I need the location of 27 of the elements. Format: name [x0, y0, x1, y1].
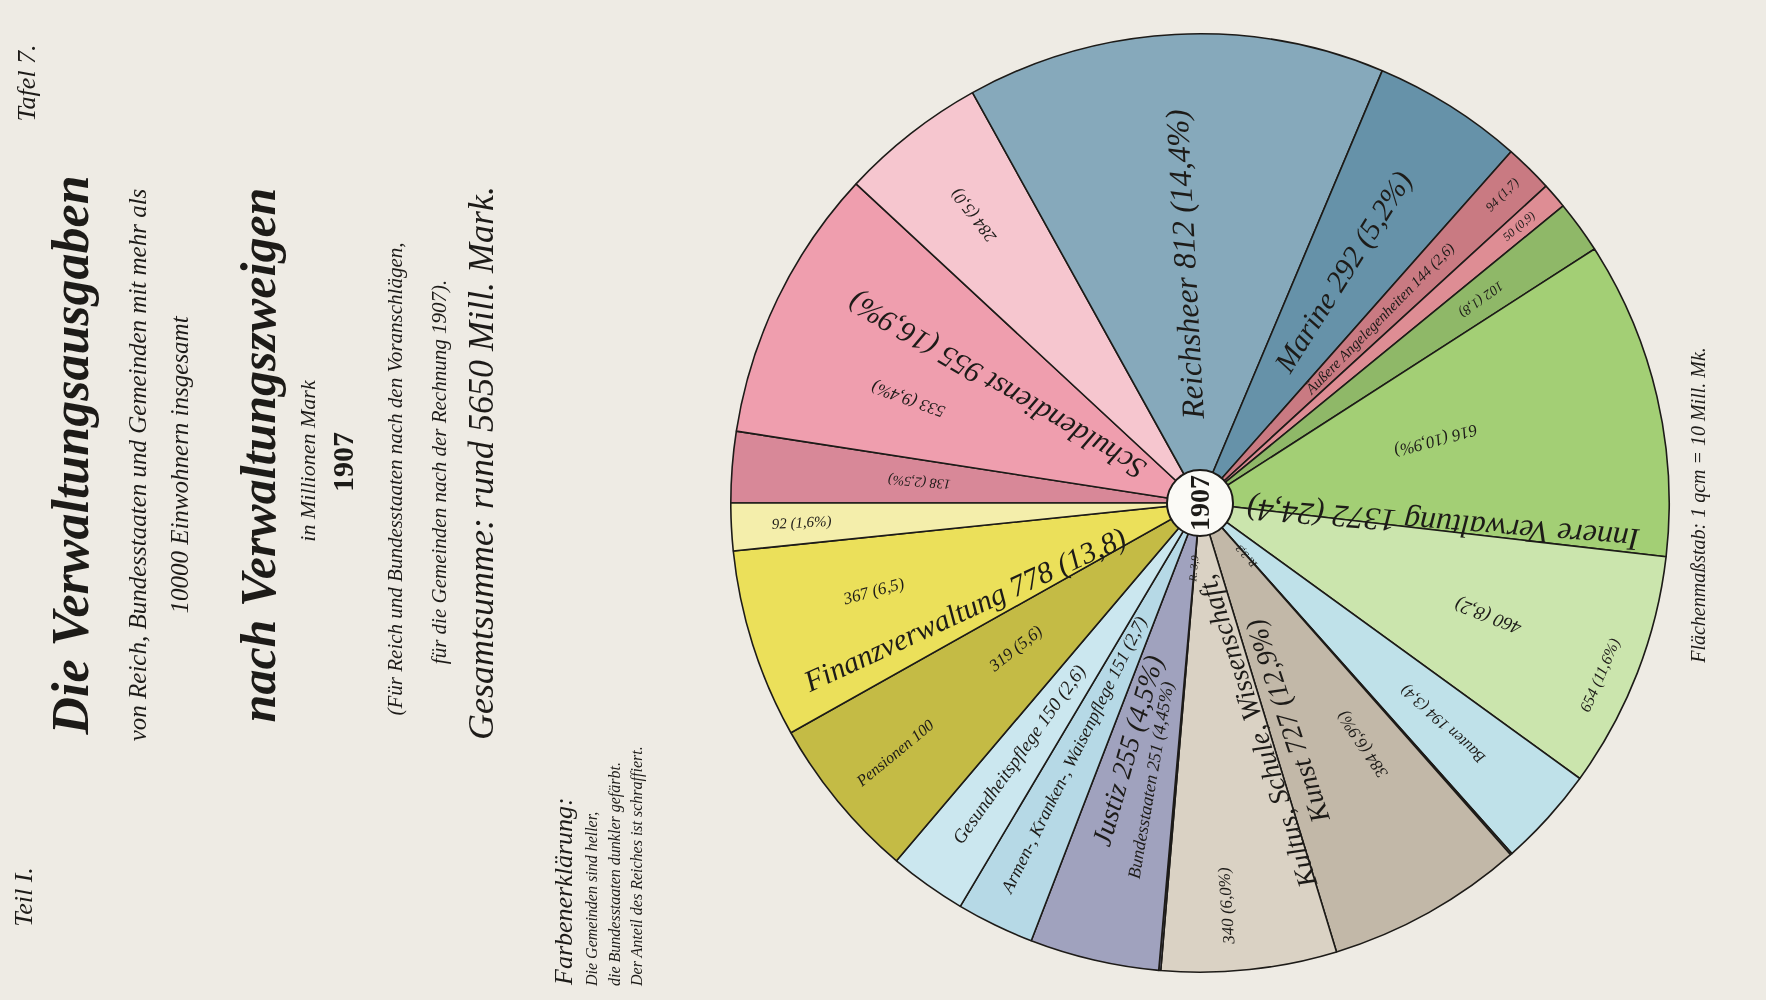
- text: Die Gemeinden sind heller,: [583, 811, 601, 987]
- text: Der Anteil des Reiches ist schraffiert.: [628, 746, 647, 987]
- text: die Bundesstaaten dunkler gefärbt.: [606, 762, 625, 986]
- text: in Millionen Mark: [294, 379, 320, 542]
- text: (Für Reich und Bundesstaaten nach den Voranschlägen,: [382, 242, 407, 716]
- text: Tafel 7.: [11, 44, 41, 122]
- data-label: 533 (9,4%): [868, 377, 948, 422]
- data-label: 340 (6,0%): [1214, 866, 1239, 946]
- text: für die Gemeinden nach der Rechnung 1907).: [426, 279, 451, 665]
- data-label: 102 (1,8): [1455, 277, 1507, 321]
- data-label: 812 (14,4%): [1158, 108, 1203, 271]
- text: Teil I.: [8, 867, 38, 927]
- data-label: 138 (2,5%): [887, 471, 952, 493]
- text: Die Verwaltungsausgaben: [42, 175, 100, 736]
- text: 1907: [325, 432, 359, 492]
- text: 1907: [1184, 475, 1215, 531]
- data-label: 284 (5,0): [946, 184, 1001, 246]
- data-label: 460 (8,2): [1451, 593, 1525, 640]
- text: von Reich, Bundesstaaten und Gemeinden mit mehr als 10000 Einwohnern insgesamt: [123, 188, 193, 742]
- data-label: 616 (10,9%): [1392, 420, 1480, 461]
- text: nach Verwaltungszweigen: [229, 187, 286, 723]
- text: Flächenmaßstab: 1 qcm = 10 Mill. Mk.: [1687, 347, 1711, 664]
- data-label: 50 (0,9): [1499, 208, 1538, 244]
- slice-label: Reichsheer: [1167, 275, 1211, 421]
- data-label: 92 (1,6%): [771, 512, 833, 533]
- text: Farbenerklärung:: [548, 797, 578, 986]
- text: Gesamtsumme: rund 5650 Mill. Mark.: [461, 186, 502, 740]
